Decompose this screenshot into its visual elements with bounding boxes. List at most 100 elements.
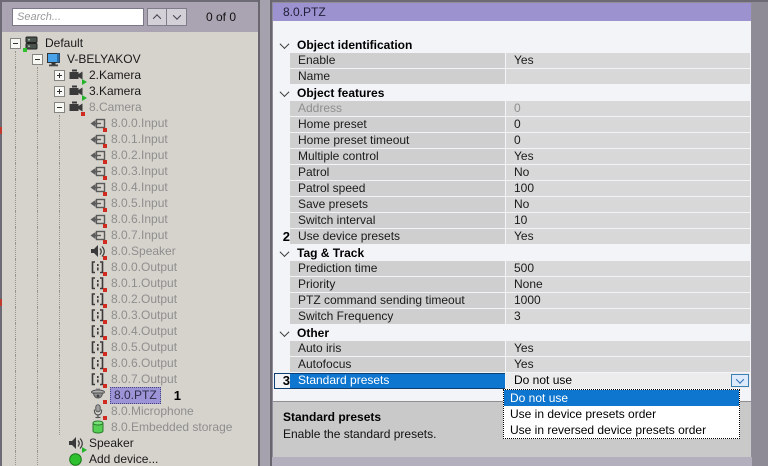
tree-item-8-0-embedded-storage[interactable]: 8.0.Embedded storage [2, 419, 258, 435]
status-red-badge [103, 143, 107, 148]
row-gutter [274, 149, 290, 165]
add-icon [68, 452, 85, 466]
tree-item-8-0-microphone[interactable]: 8.0.Microphone [2, 403, 258, 420]
property-row-name[interactable]: Name [274, 69, 750, 85]
tree-item-8-0-3-output[interactable]: 8.0.3.Output [2, 307, 258, 324]
property-value-text: 0 [514, 133, 521, 147]
row-gutter [274, 293, 290, 309]
tree-item-8-0-3-input[interactable]: 8.0.3.Input [2, 163, 258, 180]
tree-item-8-0-1-output[interactable]: 8.0.1.Output [2, 275, 258, 292]
tree-item-8-0-7-input[interactable]: 8.0.7.Input [2, 227, 258, 244]
property-row-switch-interval[interactable]: Switch interval 10 [274, 213, 750, 229]
tree-collapse-icon[interactable] [10, 37, 21, 49]
status-red-badge [103, 223, 107, 228]
tree-guide-line [15, 323, 16, 339]
tree-guide-line [15, 195, 16, 211]
property-row-patrol[interactable]: Patrol No [274, 165, 750, 181]
chevron-down-icon[interactable] [279, 246, 290, 257]
property-section-object-features[interactable]: Object features [274, 85, 750, 101]
tree-item-v-belyakov[interactable]: V-BELYAKOV [2, 51, 258, 67]
tree-item-8-0-2-input[interactable]: 8.0.2.Input [2, 147, 258, 164]
property-value: Yes [505, 341, 750, 357]
combo-open-button[interactable] [731, 374, 749, 387]
property-label: Autofocus [290, 357, 505, 373]
tree-item-8-camera[interactable]: 8.Camera [2, 99, 258, 116]
tree-item-label: 8.Camera [89, 99, 142, 114]
property-row-auto-iris[interactable]: Auto iris Yes [274, 341, 750, 357]
tree-item-8-0-ptz[interactable]: 8.0.PTZ 1 [2, 386, 258, 404]
dropdown-option[interactable]: Use in reversed device presets order [510, 423, 707, 437]
property-row-home-preset[interactable]: Home preset 0 [274, 117, 750, 133]
property-value: 0 [505, 133, 750, 149]
tree-item-label: 8.0.5.Input [111, 195, 168, 210]
dropdown-option[interactable]: Use in device presets order [510, 407, 657, 421]
property-row-use-device-presets[interactable]: 2 Use device presets Yes [274, 229, 750, 245]
property-row-enable[interactable]: Enable Yes [274, 53, 750, 69]
tree-item-speaker[interactable]: Speaker [2, 435, 258, 453]
property-row-priority[interactable]: Priority None [274, 277, 750, 293]
property-value-text: Yes [514, 341, 534, 355]
tree-item-8-0-0-output[interactable]: 8.0.0.Output [2, 259, 258, 276]
chevron-down-icon[interactable] [279, 38, 290, 49]
chevron-down-icon[interactable] [279, 326, 290, 337]
property-row-home-preset-timeout[interactable]: Home preset timeout 0 [274, 133, 750, 149]
tree-guide-line [37, 211, 38, 227]
property-value-text: None [514, 277, 543, 291]
tree-collapse-icon[interactable] [32, 53, 43, 65]
tree-item-8-0-5-output[interactable]: 8.0.5.Output [2, 339, 258, 356]
tree-item-8-0-speaker[interactable]: 8.0.Speaker [2, 243, 258, 260]
tree-item-8-0-4-output[interactable]: 8.0.4.Output [2, 323, 258, 340]
tree-item-8-0-4-input[interactable]: 8.0.4.Input [2, 179, 258, 196]
property-row-patrol-speed[interactable]: Patrol speed 100 [274, 181, 750, 197]
property-section-tag-track[interactable]: Tag & Track [274, 245, 750, 261]
tree-guide-line [59, 291, 60, 307]
tree-guide-line [59, 323, 60, 339]
search-input[interactable] [12, 8, 144, 26]
property-row-standard-presets[interactable]: 3 Standard presets Do not use [274, 373, 750, 389]
property-value [505, 69, 750, 85]
tree-item-8-0-7-output[interactable]: 8.0.7.Output [2, 371, 258, 388]
tree-item-2-kamera[interactable]: 2.Kamera [2, 67, 258, 85]
property-row-prediction-time[interactable]: Prediction time 500 [274, 261, 750, 277]
tree-expand-icon[interactable] [54, 69, 65, 81]
property-row-address[interactable]: Address 0 [274, 101, 750, 117]
property-row-switch-frequency[interactable]: Switch Frequency 3 [274, 309, 750, 325]
tree-item-label: 8.0.Speaker [111, 243, 176, 258]
dropdown-option[interactable]: Do not use [504, 390, 739, 406]
property-row-ptz-command-sending-timeout[interactable]: PTZ command sending timeout 1000 [274, 293, 750, 309]
tree-item-8-0-6-output[interactable]: 8.0.6.Output [2, 355, 258, 372]
tree-item-add-device[interactable]: Add device... [2, 451, 258, 466]
property-value-text: Yes [514, 53, 534, 67]
tree-guide-line [59, 387, 60, 403]
property-section-label: Other [297, 326, 330, 340]
panel-splitter[interactable] [258, 0, 272, 466]
property-row-multiple-control[interactable]: Multiple control Yes [274, 149, 750, 165]
property-section-object-identification[interactable]: Object identification [274, 37, 750, 53]
status-red-badge [103, 175, 107, 180]
tree-item-8-0-2-output[interactable]: 8.0.2.Output [2, 291, 258, 308]
search-next-button[interactable] [167, 8, 187, 26]
property-section-other[interactable]: Other [274, 325, 750, 341]
tree-item-default[interactable]: Default [2, 35, 258, 52]
tree-item-label: 8.0.6.Output [111, 355, 178, 370]
tree-item-label: V-BELYAKOV [67, 51, 141, 66]
tree-item-3-kamera[interactable]: 3.Kamera [2, 83, 258, 101]
tree-item-8-0-6-input[interactable]: 8.0.6.Input [2, 211, 258, 228]
chevron-down-icon[interactable] [279, 86, 290, 97]
tree-item-8-0-1-input[interactable]: 8.0.1.Input [2, 131, 258, 148]
input-icon [90, 212, 107, 228]
tree-collapse-icon[interactable] [54, 101, 65, 113]
tree-item-label: 8.0.4.Output [111, 323, 178, 338]
property-row-autofocus[interactable]: Autofocus Yes [274, 357, 750, 373]
tree-guide-line [37, 67, 38, 83]
speaker-icon [90, 244, 107, 260]
tree-item-8-0-0-input[interactable]: 8.0.0.Input [2, 115, 258, 132]
property-value: Yes [505, 357, 750, 373]
property-value[interactable]: Do not use [505, 373, 750, 389]
tree-expand-icon[interactable] [54, 85, 65, 97]
property-row-save-presets[interactable]: Save presets No [274, 197, 750, 213]
tree-item-8-0-5-input[interactable]: 8.0.5.Input [2, 195, 258, 212]
row-gutter [274, 165, 290, 181]
server-icon [23, 36, 41, 52]
search-prev-button[interactable] [147, 8, 167, 26]
